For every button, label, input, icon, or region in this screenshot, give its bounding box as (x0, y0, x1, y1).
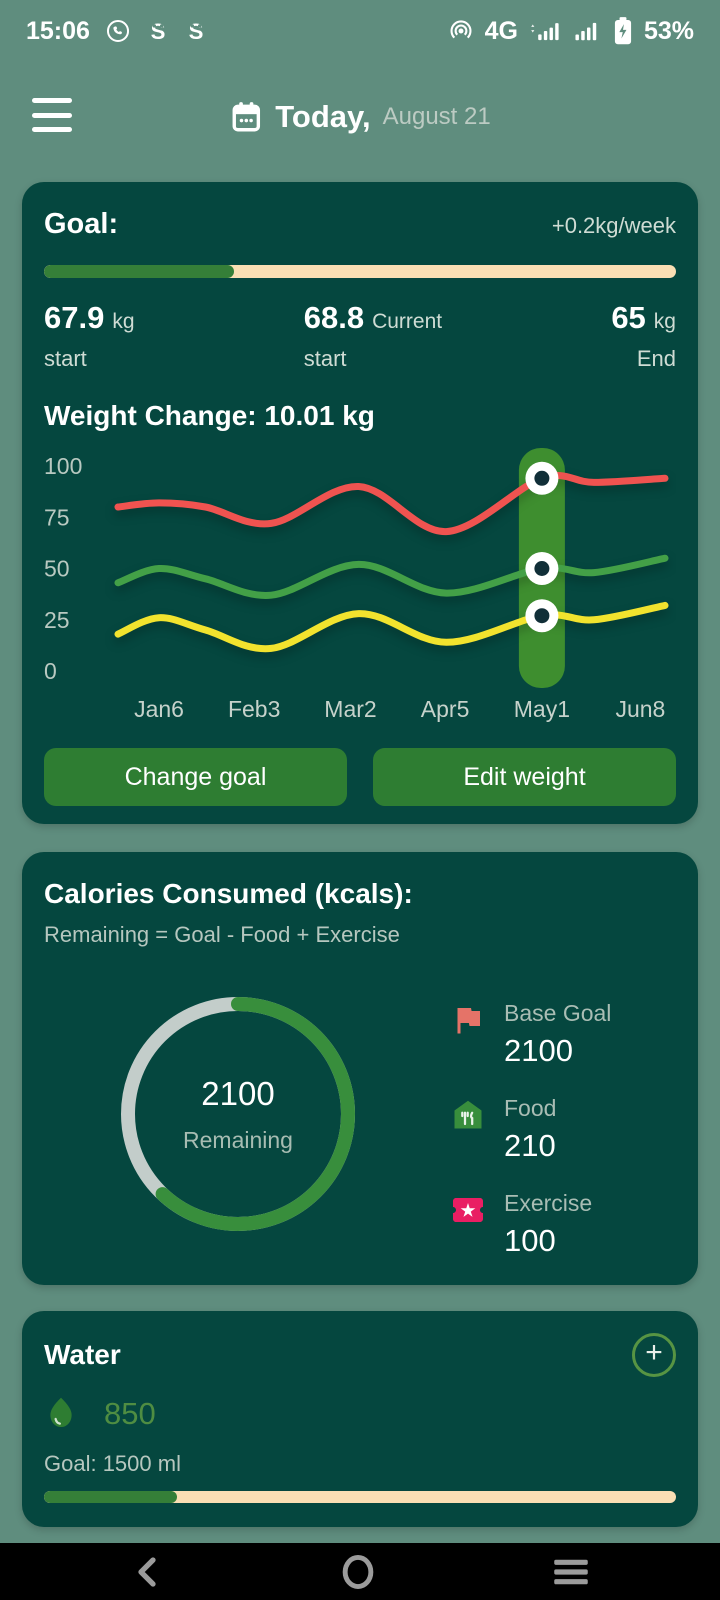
add-water-button[interactable]: + (632, 1333, 676, 1377)
goal-progress-fill (44, 265, 234, 278)
edit-weight-button[interactable]: Edit weight (373, 748, 676, 806)
y-axis-tick: 25 (44, 607, 70, 633)
current-weight-value: 68.8 (303, 300, 365, 335)
whatsapp-icon (104, 17, 132, 45)
x-axis-tick: Mar2 (324, 696, 376, 722)
weight-chart[interactable]: 100 75 50 25 0 Jan6 Feb3 Mar2 Apr5 May1 Jun8 (44, 436, 676, 736)
status-bar: 15:06 S S 4G 53% (0, 0, 720, 62)
calories-ring: 2100 Remaining (112, 988, 364, 1240)
food-icon (454, 1100, 482, 1129)
marker-center-yellow (534, 608, 550, 624)
marker-center-green (534, 561, 550, 576)
date-label: August 21 (382, 103, 491, 130)
legend-food: Food 210 (450, 1095, 611, 1164)
end-weight-label: End (636, 346, 676, 371)
goal-progress-bar (44, 265, 676, 278)
end-weight-unit: kg (653, 310, 676, 333)
calories-title: Calories Consumed (kcals): (44, 878, 413, 909)
x-axis-tick: May1 (514, 696, 570, 722)
weight-chart-svg: 100 75 50 25 0 Jan6 Feb3 Mar2 Apr5 May1 Jun8 (44, 448, 669, 722)
base-goal-value: 2100 (504, 1033, 573, 1068)
legend-base-goal: Base Goal 2100 (450, 1000, 611, 1069)
x-axis-tick: Jun8 (615, 696, 665, 722)
remaining-label: Remaining (183, 1126, 293, 1153)
exercise-label: Exercise (504, 1190, 593, 1216)
app-header: Today, August 21 (0, 88, 720, 146)
battery-charging-icon (612, 16, 634, 46)
y-axis-tick: 50 (44, 556, 70, 582)
today-label: Today, (275, 99, 371, 134)
recents-button[interactable] (552, 1556, 590, 1588)
calendar-icon (229, 100, 263, 134)
marker-center-red (534, 470, 550, 486)
ring-progress (121, 997, 355, 1231)
back-button[interactable] (130, 1554, 164, 1590)
water-progress-fill (44, 1491, 177, 1503)
recents-icon (554, 1559, 588, 1584)
current-weight-unit: Current (372, 310, 443, 333)
goal-title: Goal: (44, 208, 119, 240)
svg-text:S: S (189, 19, 204, 44)
goal-rate: +0.2kg/week (551, 213, 676, 238)
y-axis-tick: 75 (44, 504, 70, 530)
menu-button[interactable] (32, 98, 72, 132)
android-nav-bar (0, 1543, 720, 1600)
start-weight: 67.9 kg start (44, 300, 135, 372)
s-app-icon: S (184, 17, 208, 45)
date-title[interactable]: Today, August 21 (229, 88, 491, 146)
series-line-green (114, 554, 669, 599)
end-weight: 65 kg End (611, 300, 676, 372)
change-goal-button[interactable]: Change goal (44, 748, 347, 806)
signal-arrows-icon (528, 17, 562, 45)
start-weight-unit: kg (112, 310, 135, 333)
water-drop-icon (44, 1395, 78, 1433)
calories-legend: Base Goal 2100 Food 210 Exercise 100 (450, 988, 611, 1259)
water-amount: 850 (104, 1396, 156, 1431)
s-app-icon: S (146, 17, 170, 45)
y-axis-tick: 0 (44, 658, 57, 684)
start-weight-value: 67.9 (44, 300, 105, 335)
home-icon (342, 1554, 374, 1589)
y-axis-tick: 100 (44, 453, 82, 479)
water-title: Water (44, 1339, 121, 1370)
hotspot-icon (447, 17, 475, 45)
series-line-red (114, 471, 669, 536)
exercise-icon (453, 1198, 483, 1222)
weight-change-title: Weight Change: 10.01 kg (44, 400, 375, 431)
flag-icon (457, 1008, 480, 1034)
food-label: Food (504, 1095, 557, 1121)
calories-formula: Remaining = Goal - Food + Exercise (44, 922, 400, 947)
end-weight-value: 65 (611, 300, 646, 335)
svg-text:S: S (151, 19, 166, 44)
x-axis-tick: Apr5 (421, 696, 470, 722)
water-goal: Goal: 1500 ml (44, 1451, 181, 1476)
current-weight: 68.8 Current start (304, 300, 442, 372)
x-axis-tick: Feb3 (228, 696, 280, 722)
base-goal-label: Base Goal (504, 1000, 612, 1026)
network-type: 4G (484, 16, 518, 45)
current-weight-label: start (303, 346, 347, 371)
legend-exercise: Exercise 100 (450, 1190, 611, 1259)
home-button[interactable] (339, 1553, 377, 1591)
remaining-value: 2100 (201, 1074, 275, 1112)
series-line-yellow (114, 601, 669, 653)
start-weight-label: start (44, 346, 87, 371)
x-axis-tick: Jan6 (134, 696, 184, 722)
water-card: Water + 850 Goal: 1500 ml (22, 1311, 698, 1527)
exercise-value: 100 (504, 1223, 556, 1258)
goal-card: Goal: +0.2kg/week 67.9 kg start 68.8 Curre… (22, 182, 698, 824)
signal-icon (572, 17, 602, 45)
battery-percent: 53% (643, 16, 694, 45)
water-progress-bar (44, 1491, 676, 1503)
calories-card: Calories Consumed (kcals): Remaining = G… (22, 852, 698, 1285)
back-icon (138, 1556, 156, 1587)
status-time: 15:06 (26, 16, 90, 45)
food-value: 210 (504, 1128, 556, 1163)
